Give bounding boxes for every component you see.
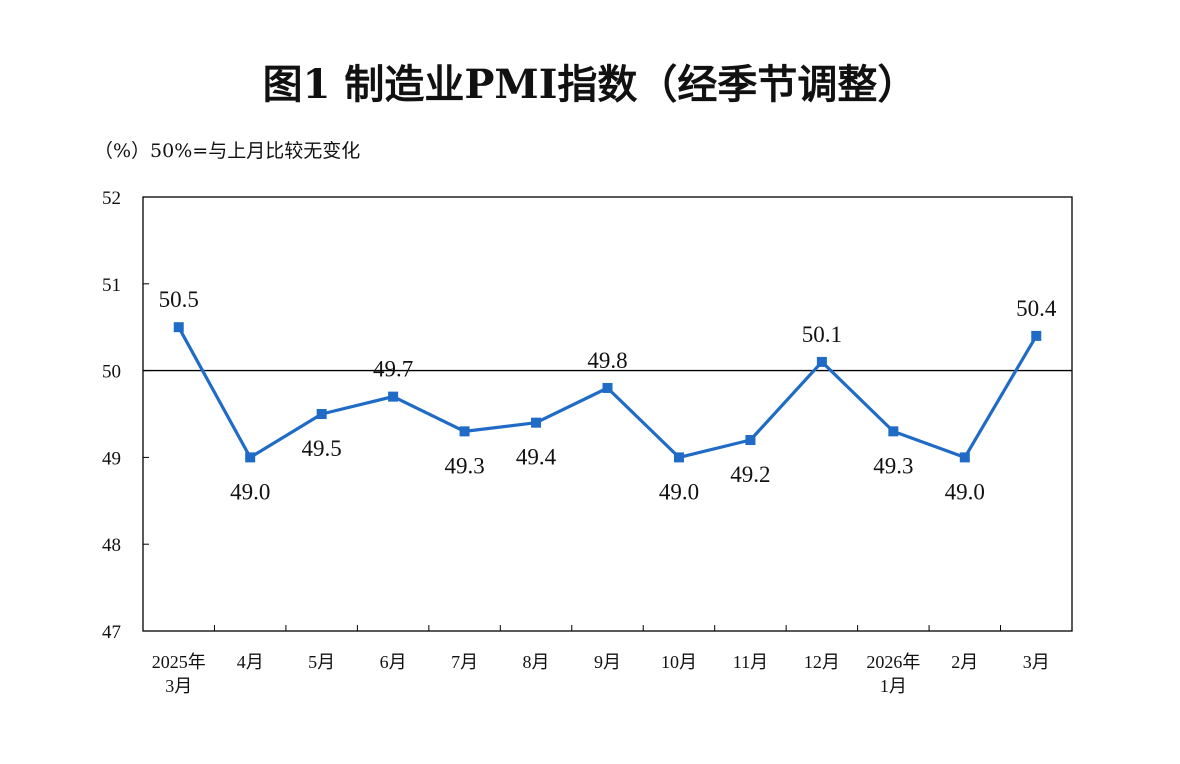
data-label: 50.1 — [802, 322, 842, 347]
unit-note: （%）50%=与上月比较无变化 — [94, 140, 361, 162]
x-tick-label: 3月 — [1023, 652, 1050, 672]
data-point — [745, 435, 756, 446]
data-label: 49.7 — [373, 357, 413, 382]
y-tick-label: 49 — [102, 448, 121, 469]
data-point — [245, 452, 256, 463]
x-tick-label: 12月 — [804, 652, 840, 672]
x-tick-label: 11月 — [733, 652, 768, 672]
y-tick-label: 52 — [102, 188, 121, 209]
data-point — [388, 391, 399, 402]
x-tick-label: 4月 — [237, 652, 264, 672]
data-point — [888, 426, 899, 437]
x-tick-label: 2025年 — [152, 652, 206, 672]
y-tick-label: 48 — [102, 535, 121, 556]
data-label: 50.5 — [159, 287, 199, 312]
data-label: 49.3 — [873, 453, 913, 478]
data-label: 49.3 — [444, 453, 484, 478]
plot-frame — [142, 196, 1073, 632]
x-tick-label: 10月 — [661, 652, 697, 672]
x-tick-label: 2026年 — [866, 652, 920, 672]
data-point — [959, 452, 970, 463]
data-point — [816, 356, 827, 367]
data-label: 49.0 — [230, 479, 270, 504]
x-tick-label: 7月 — [451, 652, 478, 672]
data-point — [1031, 330, 1042, 341]
chart-title: 图1 制造业PMI指数（经季节调整） — [262, 61, 918, 108]
y-tick-label: 50 — [102, 362, 121, 383]
x-tick-label: 2月 — [951, 652, 978, 672]
data-label: 49.2 — [730, 462, 770, 487]
data-label: 49.5 — [302, 436, 342, 461]
data-label: 50.4 — [1016, 296, 1057, 321]
data-label: 49.8 — [587, 348, 627, 373]
data-point — [459, 426, 470, 437]
data-point — [673, 452, 684, 463]
x-tick-label: 1月 — [880, 676, 907, 696]
data-point — [531, 417, 542, 428]
data-label: 49.0 — [659, 479, 699, 504]
data-point — [316, 409, 327, 419]
x-tick-label: 9月 — [594, 652, 621, 672]
data-label: 49.4 — [516, 445, 557, 470]
y-tick-label: 47 — [102, 622, 121, 643]
x-tick-label: 5月 — [308, 652, 335, 672]
y-tick-label: 51 — [102, 275, 121, 296]
x-tick-label: 3月 — [165, 676, 192, 696]
x-tick-label: 8月 — [523, 652, 550, 672]
data-point — [602, 382, 613, 393]
data-label: 49.0 — [945, 479, 985, 504]
x-tick-label: 6月 — [380, 652, 407, 672]
data-point — [173, 322, 184, 333]
